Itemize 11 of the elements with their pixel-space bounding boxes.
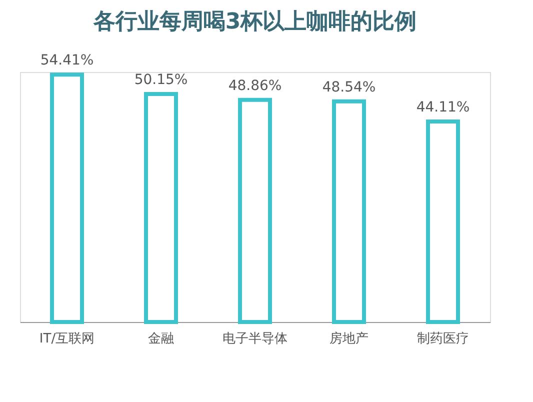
data-label: 50.15% [134, 72, 188, 88]
x-tick-label: 电子半导体 [222, 332, 288, 346]
data-label: 54.41% [40, 52, 94, 69]
x-tick-label: 金融 [148, 332, 174, 346]
x-tick-label: IT/互联网 [39, 332, 95, 346]
data-label: 48.86% [228, 78, 282, 94]
chart-title: 各行业每周喝3杯以上咖啡的比例 [92, 10, 417, 35]
x-tick-label: 房地产 [330, 330, 368, 346]
data-label: 44.11% [416, 100, 470, 116]
x-tick-label: 制药医疗 [417, 332, 469, 346]
data-label: 48.54% [322, 79, 376, 96]
